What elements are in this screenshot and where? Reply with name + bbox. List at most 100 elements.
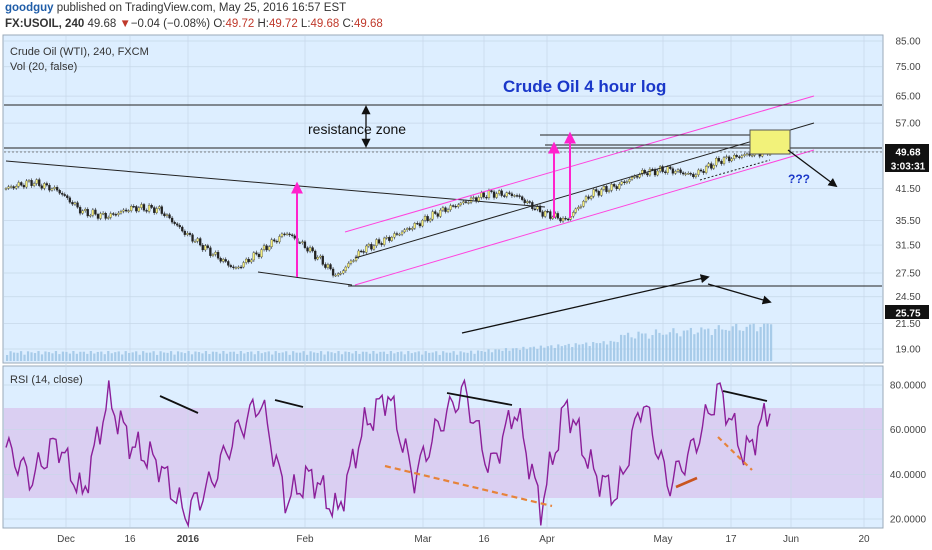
volume-bar <box>456 354 459 361</box>
volume-bar <box>65 351 68 361</box>
volume-bar <box>295 352 298 361</box>
author-link[interactable]: goodguy <box>5 2 54 14</box>
volume-bar <box>473 353 476 361</box>
volume-bar <box>749 324 752 361</box>
volume-bar <box>40 354 44 361</box>
price-candle <box>564 216 567 221</box>
price-candle <box>349 259 353 266</box>
price-candle <box>334 273 337 277</box>
volume-rise-arrow <box>461 274 710 334</box>
volume-bar <box>414 352 417 361</box>
price-candle <box>362 249 365 255</box>
price-candle <box>625 179 629 185</box>
volume-bar <box>72 351 75 361</box>
volume-bar <box>616 342 619 361</box>
price-candle <box>444 206 447 214</box>
price-candle <box>485 195 488 200</box>
volume-bar <box>658 332 661 361</box>
volume-bar <box>710 335 713 361</box>
price-candle <box>188 231 192 237</box>
volume-bar <box>463 352 466 361</box>
volume-bar <box>372 351 375 361</box>
volume-bar <box>222 351 225 361</box>
volume-bar <box>459 351 462 361</box>
volume-bar <box>445 352 448 361</box>
volume-bar <box>319 351 323 361</box>
volume-bar <box>640 333 644 361</box>
price-candle <box>68 195 72 204</box>
volume-bar <box>211 351 215 361</box>
volume-bar <box>61 351 65 361</box>
volume-bar <box>606 344 609 361</box>
price-candle <box>623 180 626 185</box>
volume-bar <box>609 340 612 361</box>
volume-bar <box>721 329 724 361</box>
price-candle <box>142 202 146 212</box>
price-candle <box>365 244 368 255</box>
price-candle <box>329 262 332 271</box>
chart-canvas[interactable]: Crude Oil (WTI), 240, FXCM Vol (20, fals… <box>0 34 932 550</box>
price-candle <box>260 247 263 259</box>
price-candle <box>247 257 250 264</box>
open-label: O: <box>213 18 226 30</box>
price-candle <box>342 269 345 275</box>
price-pane[interactable] <box>2 34 884 364</box>
price-candle <box>482 191 485 199</box>
price-candle <box>735 153 738 159</box>
volume-bar <box>623 335 626 361</box>
volume-bar <box>546 346 549 361</box>
volume-bar <box>110 353 113 361</box>
volume-bar <box>302 351 305 361</box>
price-candle <box>265 244 268 252</box>
volume-bar <box>121 354 124 361</box>
price-candle <box>446 207 450 214</box>
volume-bar <box>518 349 522 361</box>
volume-bar <box>515 348 518 361</box>
price-candle <box>541 209 544 219</box>
volume-bar <box>68 353 71 361</box>
price-candle <box>566 217 570 222</box>
price-candle <box>398 232 401 237</box>
price-candle <box>17 180 20 189</box>
volume-bar <box>26 351 30 361</box>
price-candle <box>400 229 404 237</box>
low-label: L: <box>300 18 311 30</box>
price-candle <box>549 209 552 221</box>
time-axis: Dec 16 2016 Feb Mar 16 Apr May 17 Jun 20 <box>57 534 870 545</box>
price-tick-label: 75.00 <box>895 62 920 73</box>
price-candle <box>518 193 521 199</box>
price-candle <box>89 213 92 218</box>
volume-bar <box>306 354 309 361</box>
price-candle <box>163 211 166 218</box>
volume-bar <box>731 326 734 361</box>
volume-bar <box>700 327 703 361</box>
price-candle <box>216 250 220 260</box>
price-candle <box>55 185 59 193</box>
quote-line: FX:USOIL, 240 49.68 ▼−0.04 (−0.08%) O:49… <box>5 18 383 30</box>
volume-bar <box>742 330 745 361</box>
price-candle <box>635 174 639 180</box>
price-candle <box>250 258 253 264</box>
volume-bar <box>599 343 602 361</box>
channel-bottom <box>354 149 815 286</box>
volume-bar <box>396 352 399 361</box>
price-candle <box>303 240 307 250</box>
price-candle <box>112 212 115 216</box>
volume-bar <box>567 343 570 361</box>
volume-bar <box>204 351 208 361</box>
price-candle <box>597 189 600 198</box>
price-candle <box>99 211 102 221</box>
volume-bar <box>735 323 738 361</box>
volume-bar <box>285 351 288 361</box>
time-tick-label: 16 <box>124 534 136 545</box>
price-candle <box>533 206 537 211</box>
volume-bar <box>316 352 319 361</box>
volume-bar <box>696 332 699 361</box>
price-candle <box>25 178 28 189</box>
price-candle <box>234 266 238 270</box>
price-candle <box>224 257 227 263</box>
price-candle <box>229 263 233 269</box>
price-candle <box>612 182 616 188</box>
price-candle <box>206 243 210 250</box>
volume-bar <box>529 347 532 361</box>
